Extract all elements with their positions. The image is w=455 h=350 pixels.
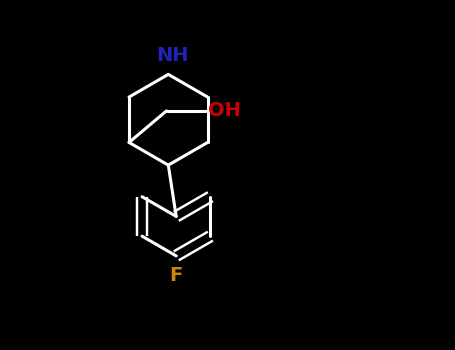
Text: F: F <box>170 266 183 285</box>
Text: NH: NH <box>156 46 188 64</box>
Text: OH: OH <box>208 102 241 120</box>
